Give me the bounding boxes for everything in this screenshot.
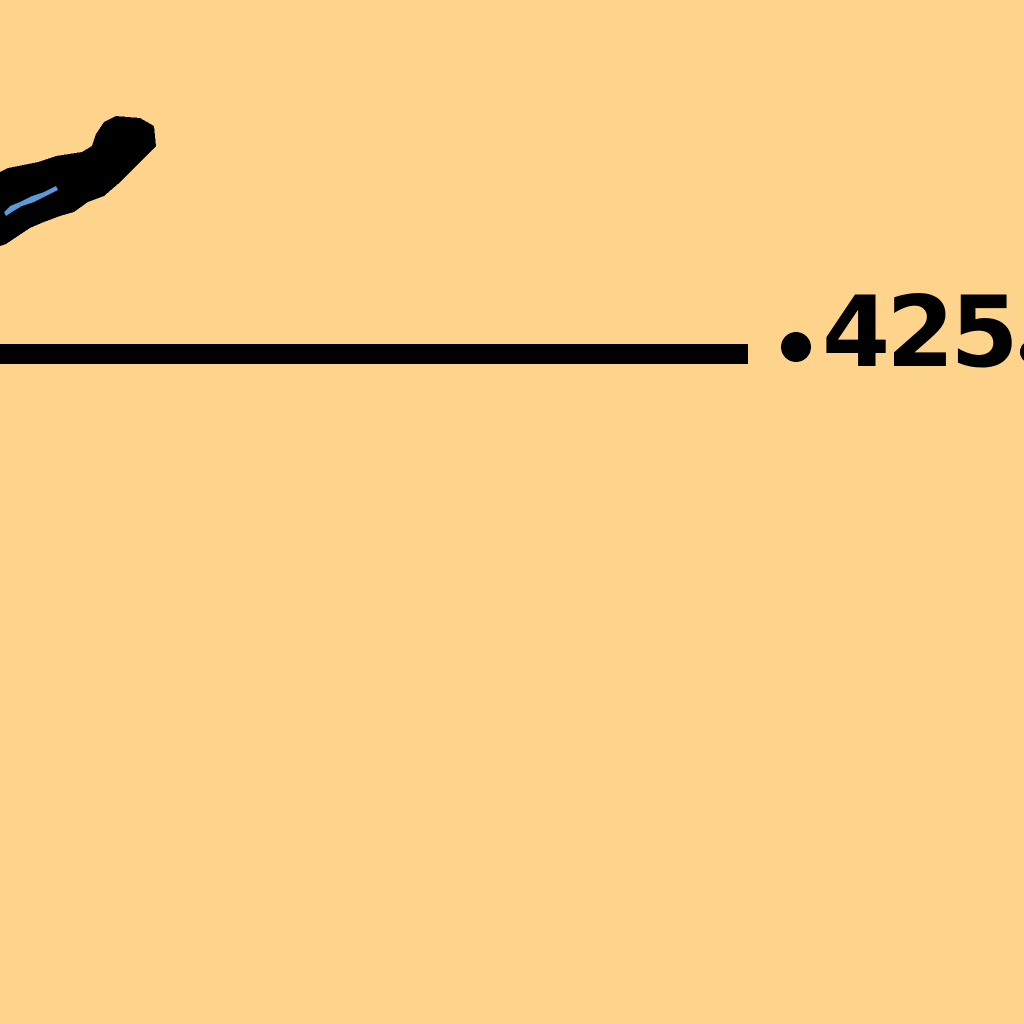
measurement-line [0,344,748,364]
leading-dot [781,332,811,362]
brush-stroke-body [0,116,156,246]
brush-stroke-icon [0,116,156,246]
brush-stroke-highlight [4,186,58,216]
measurement-value: 425 [822,276,1019,390]
trailing-dot [1020,343,1024,361]
